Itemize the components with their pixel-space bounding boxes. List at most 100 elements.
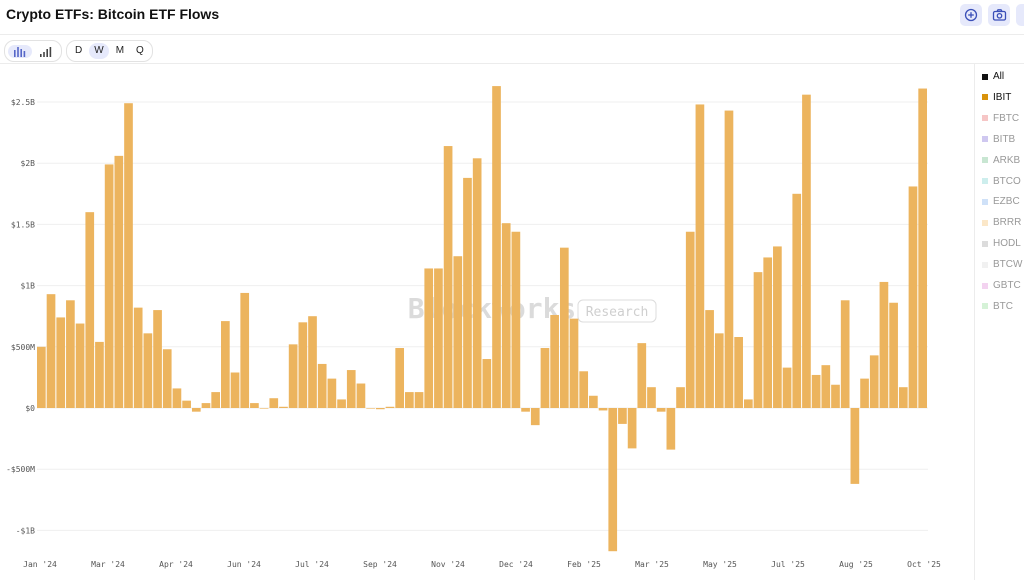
bar[interactable] — [279, 406, 288, 408]
bar[interactable] — [482, 359, 492, 408]
bar[interactable] — [162, 349, 172, 408]
bar[interactable] — [782, 367, 792, 408]
bar[interactable] — [356, 383, 366, 408]
bar[interactable] — [685, 231, 695, 408]
bar[interactable] — [288, 344, 298, 408]
bar[interactable] — [831, 384, 840, 408]
add-icon[interactable] — [960, 4, 982, 26]
bar[interactable] — [37, 346, 46, 408]
bar[interactable] — [463, 177, 472, 408]
bar[interactable] — [860, 378, 869, 408]
bar[interactable] — [85, 212, 95, 408]
bar[interactable] — [734, 337, 743, 408]
bar[interactable] — [714, 333, 724, 408]
bar[interactable] — [908, 186, 918, 408]
bar[interactable] — [66, 300, 75, 408]
legend-item-arkb[interactable]: ARKB — [982, 155, 1020, 166]
bar[interactable] — [124, 103, 133, 408]
bar[interactable] — [840, 300, 850, 408]
bar[interactable] — [821, 365, 831, 408]
bar-chart-icon[interactable] — [8, 44, 32, 58]
bar[interactable] — [172, 388, 182, 408]
bar[interactable] — [259, 408, 269, 409]
more-icon[interactable] — [1016, 4, 1024, 26]
bar[interactable] — [811, 374, 821, 408]
bar[interactable] — [773, 246, 782, 408]
bar[interactable] — [918, 88, 927, 408]
bar[interactable] — [618, 408, 627, 424]
legend-item-bitb[interactable]: BITB — [982, 134, 1015, 145]
bar[interactable] — [743, 399, 753, 408]
bar[interactable] — [521, 408, 530, 412]
bar[interactable] — [637, 343, 647, 408]
bar[interactable] — [250, 403, 259, 408]
legend-item-ezbc[interactable]: EZBC — [982, 196, 1020, 207]
bar[interactable] — [308, 316, 317, 408]
bar[interactable] — [889, 302, 898, 408]
bar[interactable] — [559, 247, 569, 408]
bar[interactable] — [501, 223, 511, 408]
legend-item-all[interactable]: All — [982, 71, 1004, 82]
legend-item-ibit[interactable]: IBIT — [982, 92, 1011, 103]
legend-item-btco[interactable]: BTCO — [982, 176, 1021, 187]
bar[interactable] — [424, 268, 434, 408]
bar[interactable] — [589, 395, 598, 408]
bar[interactable] — [269, 398, 279, 408]
interval-m-button[interactable]: M — [115, 45, 125, 56]
bar[interactable] — [627, 408, 637, 449]
bar[interactable] — [753, 272, 763, 408]
interval-q-button[interactable]: Q — [136, 45, 144, 56]
bar[interactable] — [656, 408, 666, 412]
bar[interactable] — [375, 408, 385, 410]
bar[interactable] — [724, 110, 734, 408]
bar[interactable] — [133, 307, 143, 408]
bar[interactable] — [792, 193, 802, 408]
bar[interactable] — [56, 317, 66, 408]
bar[interactable] — [405, 392, 414, 408]
legend-item-gbtc[interactable]: GBTC — [982, 280, 1021, 291]
interval-d-button[interactable]: D — [75, 45, 83, 56]
bar[interactable] — [666, 408, 676, 450]
legend-item-fbtc[interactable]: FBTC — [982, 113, 1019, 124]
interval-w-button[interactable]: W — [89, 43, 109, 59]
legend-item-btc[interactable]: BTC — [982, 301, 1013, 312]
bar[interactable] — [898, 387, 908, 408]
bar[interactable] — [550, 314, 559, 408]
bar[interactable] — [114, 155, 124, 408]
bar[interactable] — [540, 348, 550, 408]
bar[interactable] — [869, 355, 879, 408]
bar[interactable] — [182, 400, 191, 408]
bar[interactable] — [763, 257, 773, 408]
bar[interactable] — [579, 371, 589, 408]
bar[interactable] — [511, 231, 521, 408]
bar[interactable] — [414, 392, 424, 408]
bar[interactable] — [879, 281, 889, 408]
legend-item-hodl[interactable]: HODL — [982, 238, 1021, 249]
bar[interactable] — [434, 268, 443, 408]
bar[interactable] — [143, 333, 153, 408]
bar[interactable] — [608, 408, 618, 552]
bar[interactable] — [221, 321, 230, 408]
bar[interactable] — [95, 341, 104, 408]
bar[interactable] — [346, 370, 356, 408]
bar[interactable] — [153, 310, 162, 408]
bar[interactable] — [850, 408, 860, 484]
bar[interactable] — [492, 86, 501, 408]
bar[interactable] — [530, 408, 540, 426]
bar[interactable] — [385, 406, 395, 408]
bar[interactable] — [472, 158, 482, 408]
bar[interactable] — [104, 164, 114, 408]
bar[interactable] — [647, 387, 656, 408]
camera-icon[interactable] — [988, 4, 1010, 26]
bar[interactable] — [191, 408, 201, 412]
bar[interactable] — [443, 146, 453, 408]
bar[interactable] — [569, 318, 579, 408]
bar[interactable] — [240, 292, 250, 408]
bar[interactable] — [802, 94, 811, 408]
legend-item-btcw[interactable]: BTCW — [982, 259, 1022, 270]
bar[interactable] — [75, 323, 85, 408]
bar[interactable] — [211, 392, 221, 408]
bar[interactable] — [46, 294, 56, 408]
bar[interactable] — [201, 403, 211, 408]
bar[interactable] — [453, 256, 463, 408]
